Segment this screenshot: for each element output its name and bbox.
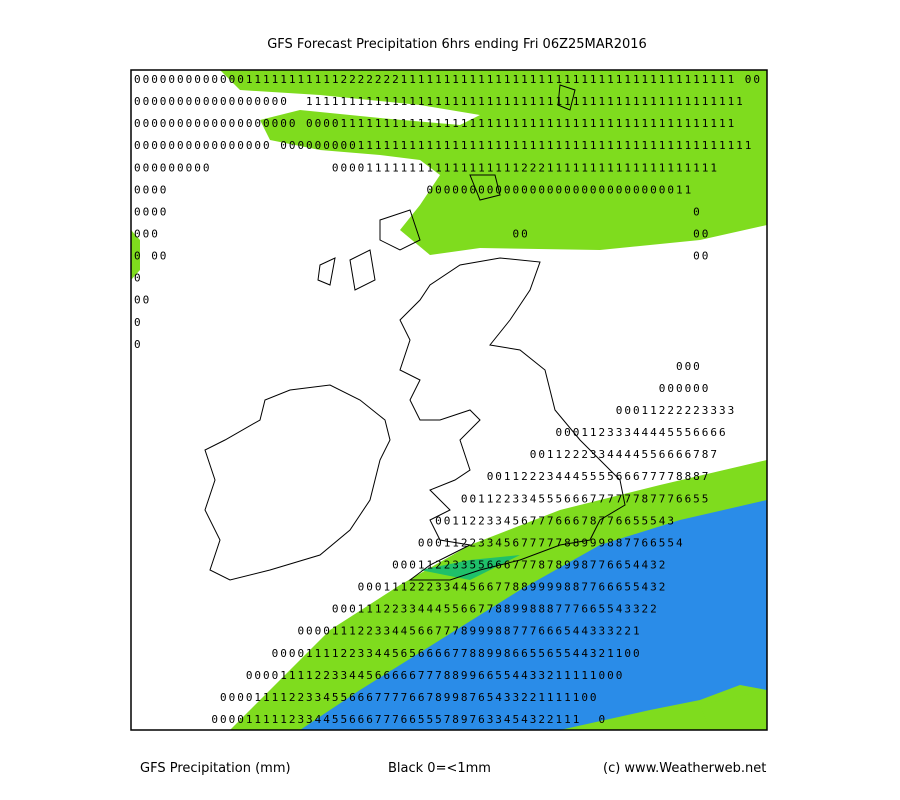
value-row: 0000111122334556667777667899876543322111… [134, 691, 599, 704]
value-row: 000000000000000000 111111111111111111111… [134, 95, 745, 108]
value-row: 0011222334444556666787 [134, 448, 719, 461]
map-frame [130, 69, 768, 731]
value-row: 0000 0 [134, 205, 702, 218]
value-row: 0000000000000000000 00001111111111111111… [134, 117, 736, 130]
value-row: 0000000000000111111111112222222111111111… [134, 73, 762, 86]
value-row: 0000111122334456566667788998665565544321… [134, 647, 642, 660]
value-row: 00011233344445556666 [134, 426, 728, 439]
value-row: 0011223345677766678776655543 [134, 514, 676, 527]
footer-right: (c) www.Weatherweb.net [603, 761, 766, 776]
value-row: 0 [134, 338, 143, 351]
value-row: 0000111112334455666777665557897633454322… [134, 713, 607, 726]
value-row: 000111222334456677889999887766655432 [134, 581, 667, 594]
precip-shading [131, 70, 767, 730]
value-row: 000 00 00 [134, 227, 710, 240]
value-field: 0000000000000111111111112222222111111111… [134, 73, 762, 726]
value-row: 000000 [134, 382, 710, 395]
teal-area [420, 555, 520, 580]
value-row: 000000000 000011111111111111111122211111… [134, 161, 719, 174]
value-row: 0 [134, 316, 143, 329]
coast-islands [317, 84, 576, 291]
coast-gb [399, 257, 626, 581]
value-row: 00112223444555566677778887 [134, 470, 710, 483]
value-row: 00011223355666777878998776654432 [134, 559, 667, 572]
value-row: 0 [134, 272, 143, 285]
value-row: 0001122334567777788999887766554 [134, 536, 685, 549]
coastlines [204, 84, 626, 581]
value-row: 0000 0000000000000000000000000000011 [134, 183, 693, 196]
value-row: 0 00 00 [134, 250, 710, 263]
title: GFS Forecast Precipitation 6hrs ending F… [267, 37, 647, 52]
value-row: 00011122334445566778899888777665543322 [134, 603, 659, 616]
green-area [131, 230, 140, 280]
blue-area [300, 500, 767, 730]
green-area [220, 70, 767, 255]
value-row: 0000111122334456666677788996655443321111… [134, 669, 624, 682]
coast-ireland [204, 384, 391, 581]
value-row: 00011222223333 [134, 404, 736, 417]
green-area [700, 690, 767, 730]
value-row: 0000000000000000 00000000011111111111111… [134, 139, 753, 152]
value-row: 00 [134, 294, 151, 307]
footer-left: GFS Precipitation (mm) [140, 761, 291, 776]
footer-middle: Black 0=<1mm [388, 761, 491, 776]
value-row: 00112233455566677777787776655 [134, 492, 710, 505]
value-row: 0000111223344566777899988777666544333221 [134, 625, 642, 638]
value-row: 000 [134, 360, 702, 373]
